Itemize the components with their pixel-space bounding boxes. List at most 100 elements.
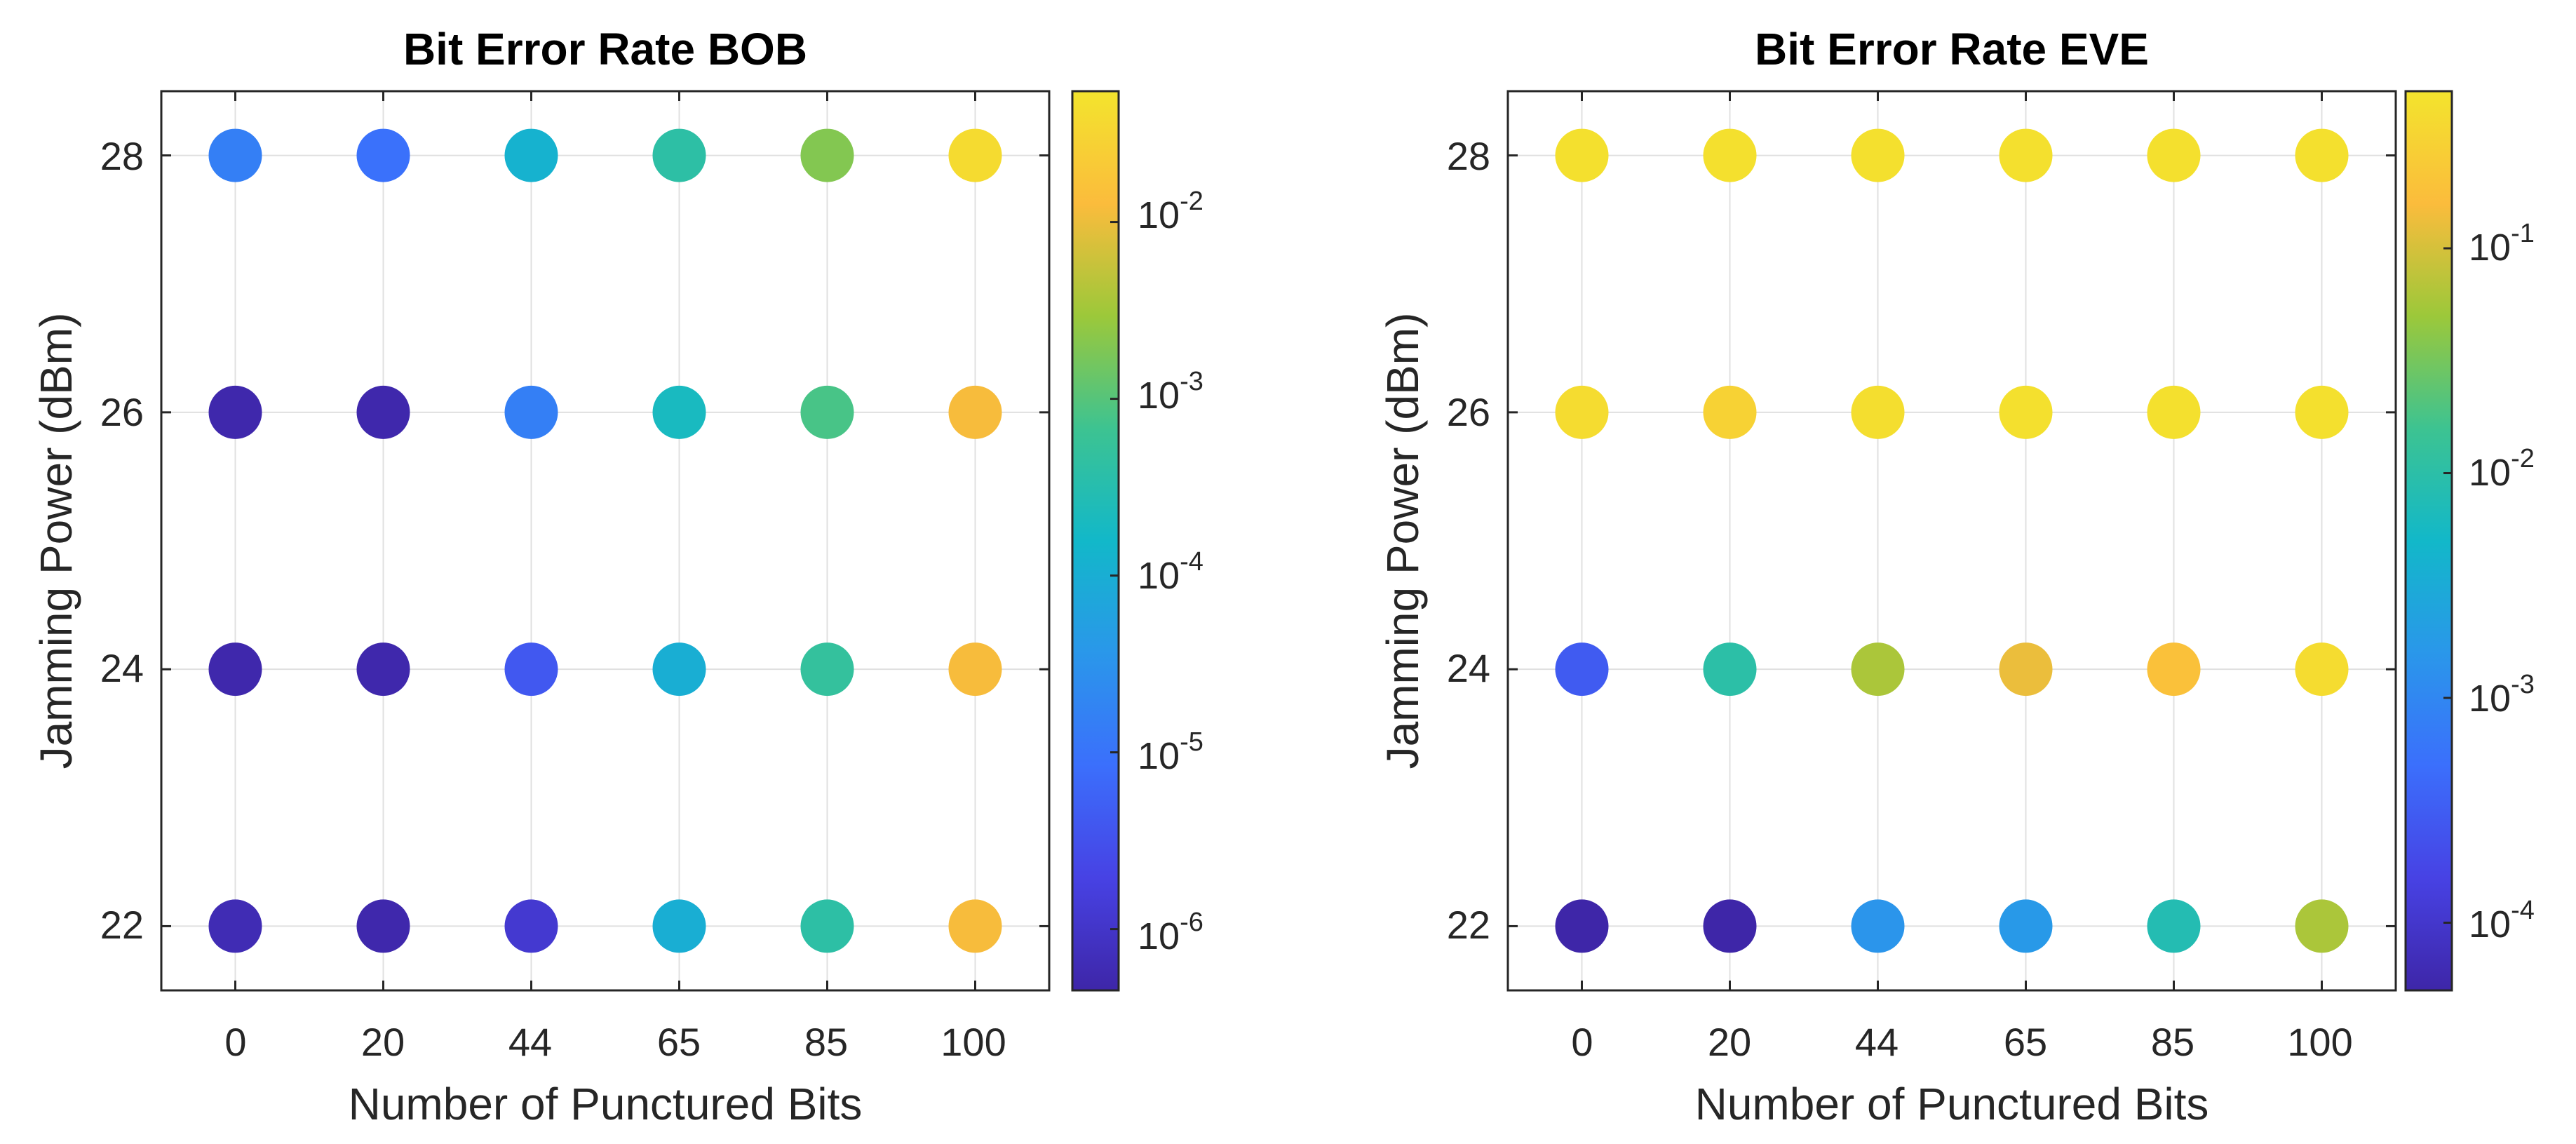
data-point [652, 128, 706, 182]
plot-frame-bob [160, 90, 1051, 992]
data-point [2147, 385, 2201, 439]
x-tick-label: 100 [940, 1020, 1006, 1064]
x-axis-label-eve: Number of Punctured Bits [1695, 1079, 2209, 1129]
x-tick-label: 65 [2004, 1020, 2047, 1064]
y-tick-labels-bob: 22 24 26 28 [100, 134, 144, 947]
y-axis-label-bob: Jamming Power (dBm) [31, 313, 81, 769]
data-point [356, 899, 410, 953]
data-point [504, 642, 558, 697]
data-point [948, 899, 1002, 953]
data-point [1555, 128, 1609, 182]
ticks-bob [161, 91, 1049, 990]
data-point [356, 385, 410, 439]
x-tick-label: 44 [508, 1020, 552, 1064]
plot-area-eve [1508, 91, 2396, 990]
colorbar-labels-bob: 10-6 10-5 10-4 10-3 10-2 [1138, 187, 1203, 957]
data-point [652, 385, 706, 439]
data-point [2295, 642, 2349, 697]
plot-area-bob [161, 91, 1049, 990]
chart-bob: Bit Error Rate BOB 0 20 44 65 85 100 22 … [31, 24, 1203, 1129]
colorbar-tick-label: 10-1 [2469, 219, 2535, 269]
y-tick-labels-eve: 22 24 26 28 [1447, 134, 1490, 947]
colorbar-tick-label: 10-3 [2469, 670, 2535, 720]
y-tick-label: 28 [1447, 134, 1490, 178]
data-point [1703, 128, 1757, 182]
data-point [1555, 642, 1609, 697]
data-point [800, 385, 854, 439]
data-point [208, 642, 262, 697]
colorbar-tick-label: 10-3 [1138, 367, 1203, 417]
data-point [2295, 899, 2349, 953]
data-point [356, 642, 410, 697]
y-tick-label: 26 [100, 390, 144, 434]
grid-eve [1508, 91, 2396, 990]
data-point [1999, 899, 2053, 953]
colorbar-tick-label: 10-2 [2469, 444, 2535, 494]
x-tick-labels-eve: 0 20 44 65 85 100 [1571, 1020, 2352, 1064]
data-point [504, 128, 558, 182]
y-tick-label: 28 [100, 134, 144, 178]
data-point [1703, 385, 1757, 439]
data-point [1555, 385, 1609, 439]
data-point [2147, 642, 2201, 697]
x-axis-label-bob: Number of Punctured Bits [349, 1079, 863, 1129]
x-tick-label: 85 [2151, 1020, 2194, 1064]
x-tick-label: 20 [1708, 1020, 1751, 1064]
x-tick-label: 44 [1855, 1020, 1899, 1064]
data-point [2295, 128, 2349, 182]
x-tick-label: 0 [1571, 1020, 1593, 1064]
y-tick-label: 22 [1447, 903, 1490, 947]
data-point [800, 899, 854, 953]
data-point [800, 642, 854, 697]
data-point [208, 899, 262, 953]
x-tick-label: 20 [361, 1020, 405, 1064]
data-point [652, 642, 706, 697]
data-point [2147, 128, 2201, 182]
colorbar-tick-label: 10-4 [1138, 547, 1203, 597]
data-point [356, 128, 410, 182]
y-tick-label: 24 [100, 646, 144, 690]
points-bob [208, 128, 1002, 953]
data-point [1703, 899, 1757, 953]
colorbar-ticks-eve [2443, 247, 2452, 924]
y-axis-label-eve: Jamming Power (dBm) [1377, 313, 1428, 769]
data-point [504, 385, 558, 439]
data-point [1851, 385, 1905, 439]
x-tick-labels-bob: 0 20 44 65 85 100 [224, 1020, 1006, 1064]
data-point [1999, 642, 2053, 697]
colorbar-tick-label: 10-6 [1138, 908, 1203, 957]
y-tick-label: 24 [1447, 646, 1490, 690]
chart-title-eve: Bit Error Rate EVE [1755, 24, 2149, 74]
data-point [504, 899, 558, 953]
data-point [2295, 385, 2349, 439]
x-tick-label: 65 [657, 1020, 701, 1064]
data-point [948, 385, 1002, 439]
chart-eve: Bit Error Rate EVE 0 20 44 65 85 100 22 … [1377, 24, 2535, 1129]
y-tick-label: 22 [100, 903, 144, 947]
plot-frame-eve [1506, 90, 2397, 992]
x-tick-label: 100 [2287, 1020, 2352, 1064]
colorbar-tick-label: 10-4 [2469, 896, 2535, 946]
data-point [208, 385, 262, 439]
data-point [1703, 642, 1757, 697]
data-point [652, 899, 706, 953]
points-eve [1555, 128, 2349, 953]
colorbar-tick-label: 10-5 [1138, 727, 1203, 777]
colorbar-ticks-bob [1110, 221, 1119, 931]
x-tick-label: 85 [804, 1020, 848, 1064]
chart-title-bob: Bit Error Rate BOB [403, 24, 807, 74]
x-tick-label: 0 [224, 1020, 246, 1064]
data-point [1851, 642, 1905, 697]
data-point [1851, 899, 1905, 953]
data-point [1999, 385, 2053, 439]
data-point [948, 642, 1002, 697]
colorbar-eve [2404, 90, 2453, 992]
data-point [208, 128, 262, 182]
colorbar-tick-label: 10-2 [1138, 187, 1203, 236]
data-point [948, 128, 1002, 182]
data-point [800, 128, 854, 182]
data-point [1999, 128, 2053, 182]
ticks-eve [1508, 91, 2396, 990]
colorbar-bob [1071, 90, 1120, 992]
